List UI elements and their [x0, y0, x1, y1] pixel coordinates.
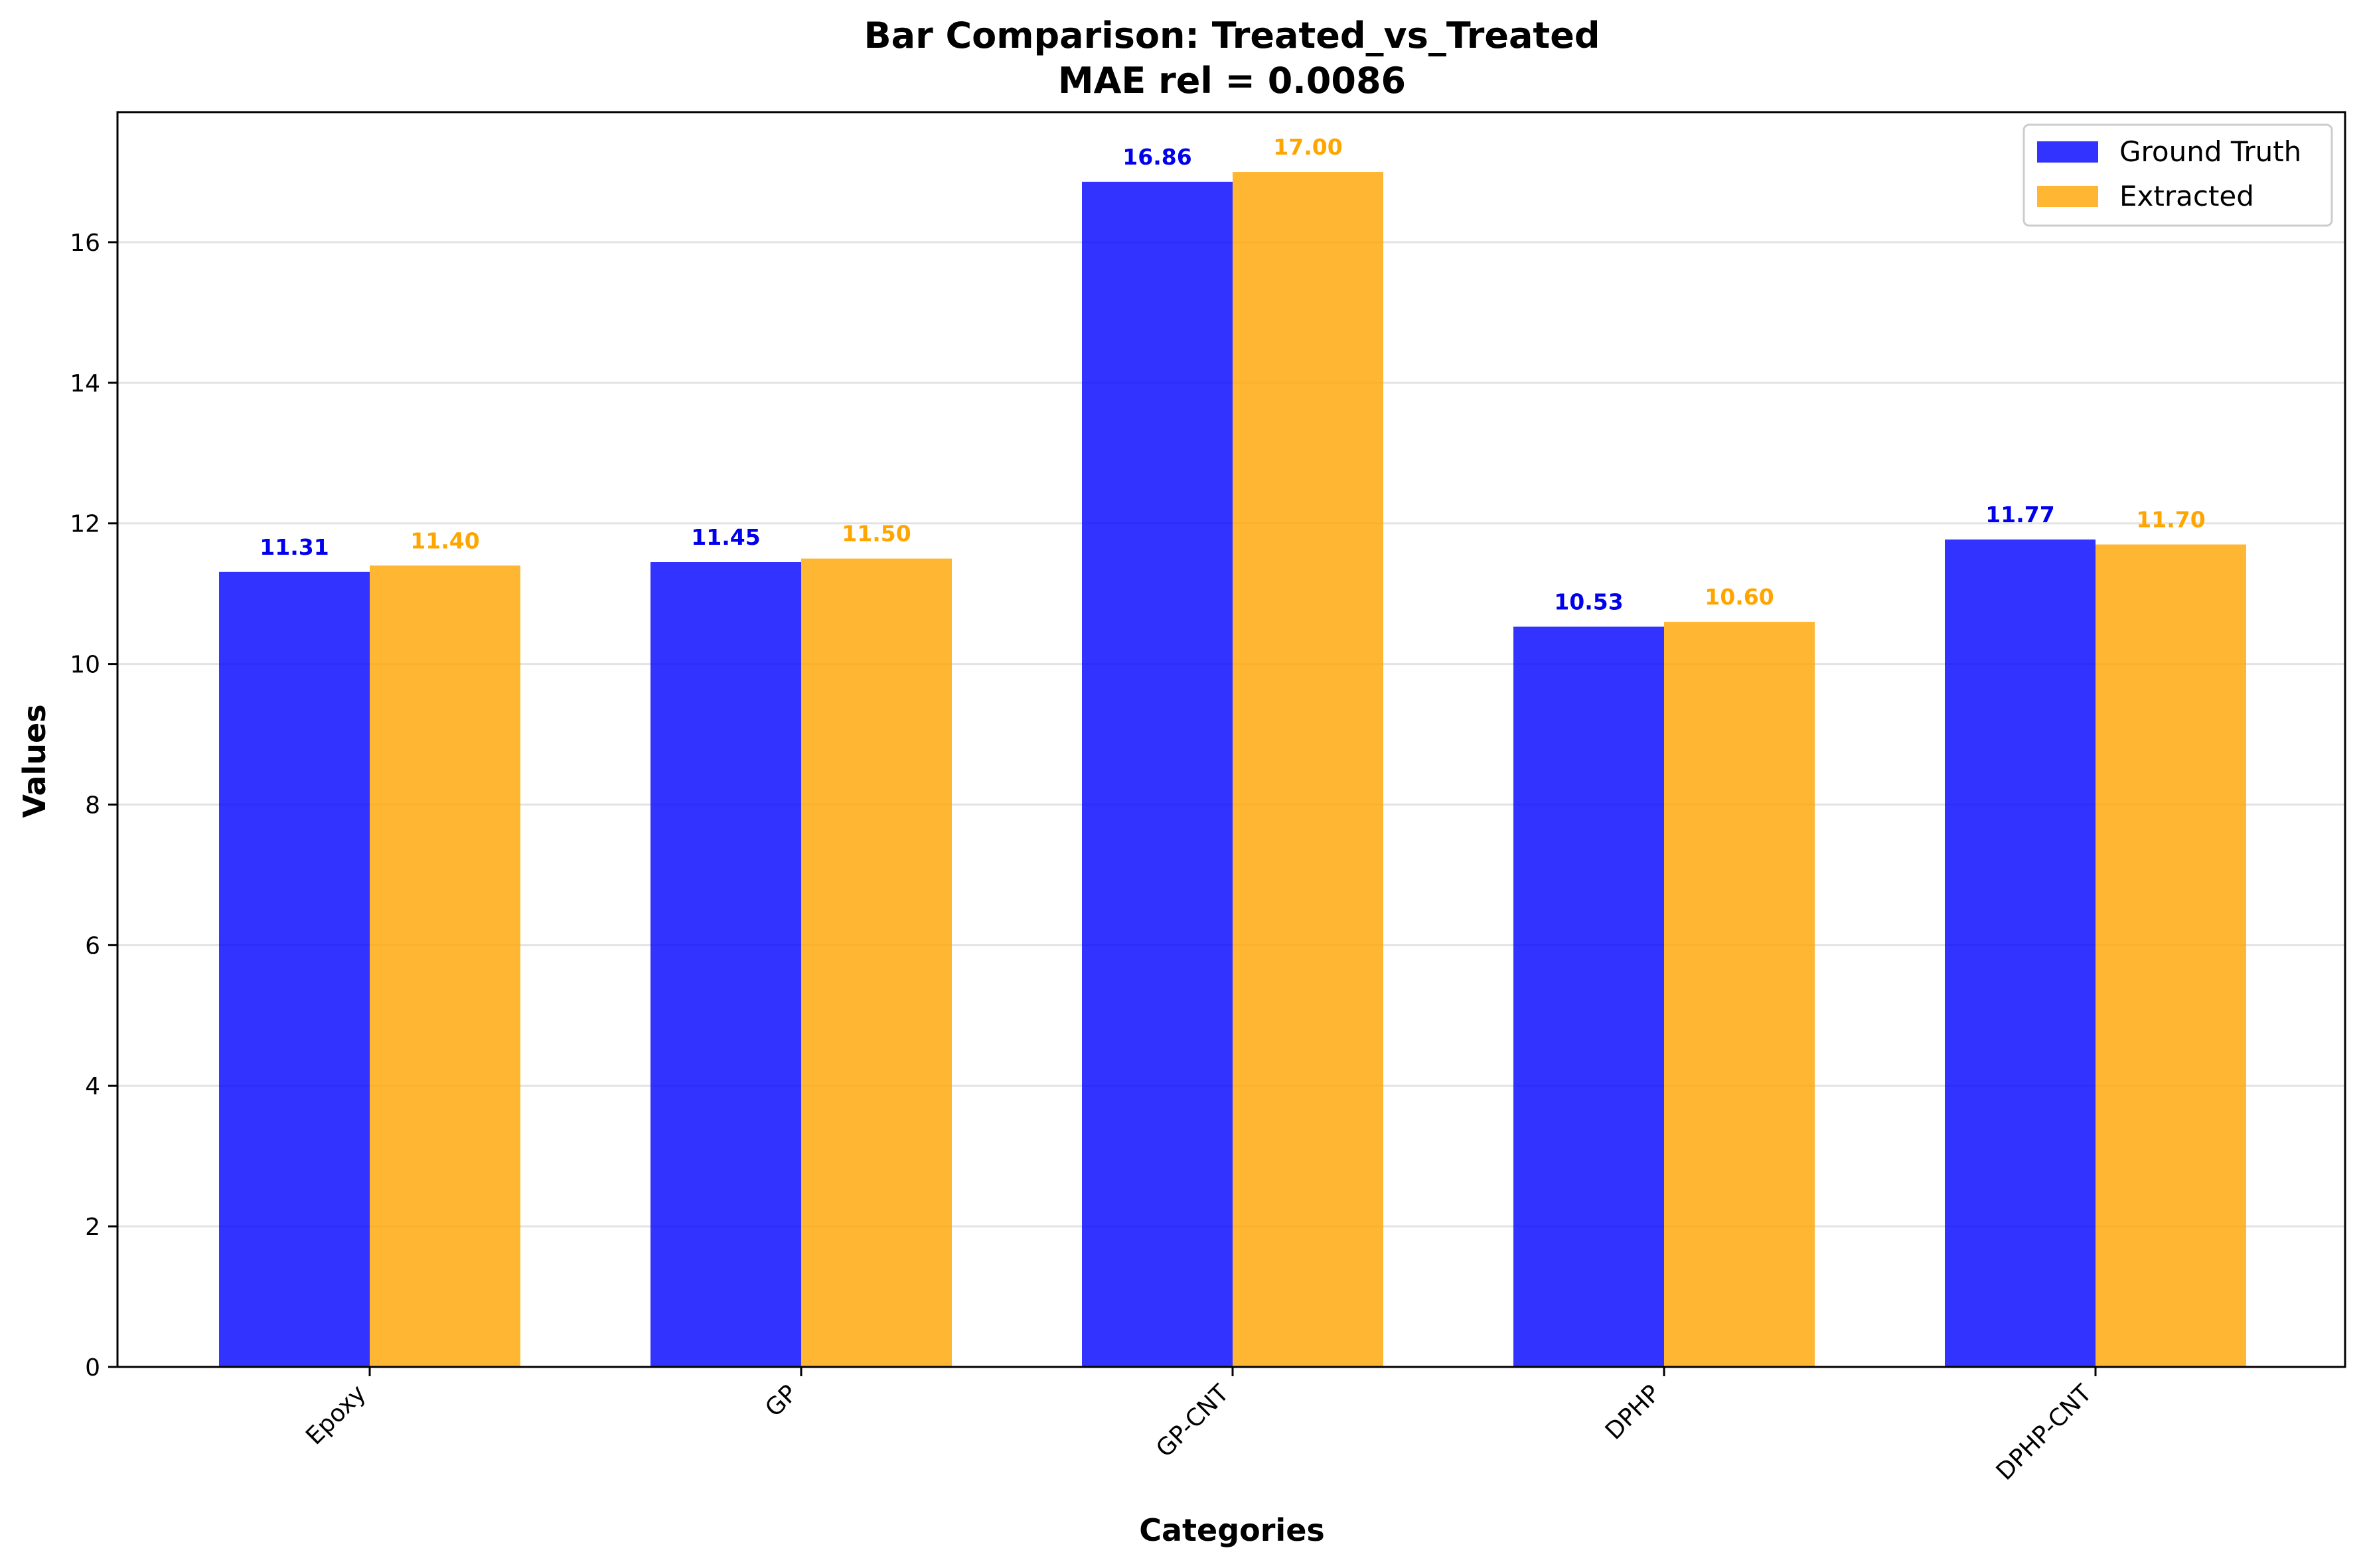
bar-extracted	[1233, 172, 1383, 1367]
bar-extracted	[2096, 544, 2246, 1367]
x-tick-label: GP	[760, 1380, 802, 1422]
y-tick-label: 2	[85, 1214, 100, 1241]
x-axis-ticks: Epoxy GP GP-CNT DPHP DPHP-CNT	[301, 1367, 2098, 1486]
chart-title: Bar Comparison: Treated_vs_Treated	[864, 15, 1600, 56]
bar-ground-truth	[1945, 539, 2096, 1367]
x-axis-label: Categories	[1139, 1512, 1325, 1548]
bar-extracted	[370, 565, 520, 1368]
bars	[219, 172, 2246, 1368]
legend-label-ground-truth: Ground Truth	[2119, 135, 2301, 168]
data-label-extracted: 11.70	[2136, 507, 2205, 533]
data-label-ground-truth: 11.45	[691, 524, 760, 550]
data-label-extracted: 11.40	[410, 528, 479, 553]
legend-box	[2022, 123, 2333, 227]
y-axis-ticks: 0 2 4 6 8 10 12 14 16	[70, 230, 117, 1382]
bar-extracted	[801, 558, 952, 1367]
bar-ground-truth	[1082, 181, 1233, 1367]
legend-label-extracted: Extracted	[2119, 180, 2254, 212]
legend: Ground Truth Extracted	[2022, 123, 2333, 227]
x-tick-label: GP-CNT	[1151, 1380, 1235, 1463]
y-tick-label: 0	[85, 1354, 100, 1382]
data-label-extracted: 17.00	[1273, 134, 1342, 160]
data-label-extracted: 10.60	[1705, 584, 1774, 610]
bar-extracted	[1664, 622, 1815, 1367]
bar-ground-truth	[219, 571, 370, 1368]
data-label-ground-truth: 16.86	[1122, 144, 1191, 170]
y-tick-label: 12	[70, 511, 100, 538]
data-label-ground-truth: 11.31	[260, 534, 329, 560]
data-labels: 11.31 11.40 11.45 11.50 16.86 17.00 10.53 10.60…	[260, 134, 2205, 614]
y-tick-label: 6	[85, 932, 100, 960]
data-label-ground-truth: 11.77	[1985, 502, 2054, 528]
x-tick-label: DPHP	[1600, 1380, 1665, 1445]
x-tick-label: DPHP-CNT	[1991, 1380, 2098, 1486]
y-tick-label: 10	[70, 652, 100, 679]
bar-ground-truth	[1513, 626, 1664, 1367]
x-tick-label: Epoxy	[301, 1380, 371, 1450]
y-tick-label: 16	[70, 230, 100, 257]
y-tick-label: 14	[70, 370, 100, 397]
chart-subtitle: MAE rel = 0.0086	[1058, 60, 1406, 102]
y-tick-label: 8	[85, 792, 100, 819]
data-label-extracted: 11.50	[842, 521, 911, 547]
legend-swatch-extracted	[2037, 186, 2098, 207]
y-axis-label: Values	[17, 704, 52, 818]
plot-frame	[116, 111, 2346, 1368]
legend-swatch-ground-truth	[2037, 141, 2098, 163]
bar-ground-truth	[650, 562, 801, 1367]
y-tick-label: 4	[85, 1073, 100, 1100]
data-label-ground-truth: 10.53	[1554, 589, 1623, 614]
